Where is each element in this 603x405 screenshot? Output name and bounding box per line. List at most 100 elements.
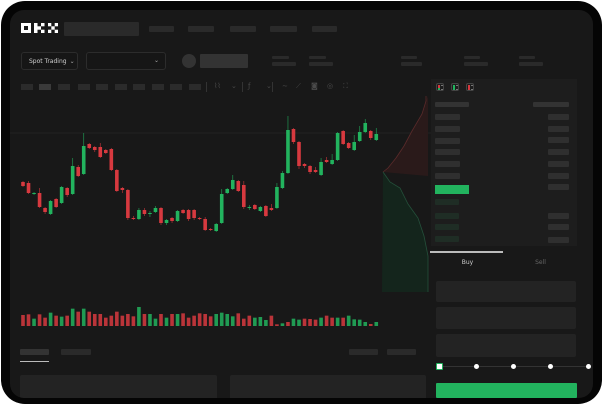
orderbook-both-icon[interactable] [436,83,444,91]
chart-type-icon[interactable]: ⌇⌇ [214,82,221,90]
order-amount [548,137,569,143]
settings-icon[interactable]: ◎ [327,82,334,90]
candle-up [175,211,180,221]
nav-item[interactable] [312,26,337,32]
active-tab-underline [20,361,49,362]
spot-trading-dropdown[interactable]: Spot Trading ⌄ [21,52,78,70]
candle-down [142,210,147,214]
ask-price[interactable] [435,126,460,132]
volume-bar [164,317,169,326]
interval-button[interactable] [170,84,182,90]
slider-stop[interactable] [548,364,554,369]
indicator-icon[interactable]: ƒ [248,82,251,90]
stat-value [272,62,296,66]
bid-price[interactable] [435,236,459,242]
trend-line-icon[interactable]: ∼ [282,82,288,90]
ask-price[interactable] [435,173,460,179]
price-input[interactable] [436,281,576,302]
pair-name [200,54,248,68]
volume-bar [363,322,368,326]
volume-bar [269,315,274,326]
tab-order-history[interactable] [61,349,91,355]
candle-down [54,199,58,207]
volume-bar [242,318,246,326]
bid-price[interactable] [435,213,459,219]
volume-bar [170,314,174,326]
candle-down [203,219,207,230]
total-input[interactable] [436,334,576,357]
interval-button[interactable] [58,84,70,90]
buy-button[interactable] [436,383,577,398]
pair-dropdown[interactable]: ⌄ [86,52,166,70]
candle-down [181,210,185,213]
bid-price[interactable] [435,199,459,205]
interval-button[interactable] [152,84,164,90]
tab-open-orders[interactable] [20,349,49,355]
candle-down [291,129,296,142]
tab-sell[interactable]: Sell [535,259,546,266]
candle-up [258,207,263,211]
order-amount [548,184,569,190]
camera-icon[interactable]: ◙ [311,82,318,90]
volume-bar [148,314,152,326]
chevron-down-icon: ⌄ [69,57,75,65]
interval-button[interactable] [96,84,108,90]
stat-label [464,56,480,59]
fullscreen-icon[interactable]: ⛶ [343,82,348,90]
interval-button[interactable] [133,84,145,90]
candlestick-chart[interactable] [10,90,435,330]
nav-item[interactable] [230,26,256,32]
interval-button[interactable] [78,84,90,90]
slider-stop[interactable] [473,364,479,369]
slider-stop[interactable] [511,364,516,369]
orderbook-bids-icon[interactable] [451,83,459,91]
filter-button[interactable] [349,349,378,355]
interval-button[interactable] [115,84,127,90]
nav-item[interactable] [270,26,297,32]
interval-button[interactable] [189,84,201,90]
ask-price[interactable] [435,149,460,155]
orderbook-asks-icon[interactable] [466,83,474,91]
volume-bar [137,307,141,326]
ask-price[interactable] [435,114,460,120]
candle-down [104,150,108,153]
ask-price[interactable] [435,161,460,167]
trading-screen: Spot Trading ⌄ ⌄ Buy Sell ⌇⌇ ⌄ ƒ ⌄ ∼ ⟋ ◙ ◎ ⛶ [10,10,593,398]
tab-buy[interactable]: Buy [461,259,474,266]
candle-up [374,134,379,140]
search-bar[interactable] [64,22,139,36]
okx-logo[interactable] [21,23,59,34]
amount-input[interactable] [436,307,576,329]
slider-stop[interactable] [585,364,591,369]
interval-button[interactable] [39,84,51,90]
orders-card [230,375,426,398]
candle-down [98,147,103,157]
depth-asks-area [383,96,428,176]
interval-button[interactable] [21,84,33,90]
candle-down [324,160,329,162]
toolbar-divider [206,82,207,92]
candle-up [214,224,218,231]
depth-bids-line [382,171,429,292]
volume-bar [59,316,64,326]
candle-up [164,220,169,223]
chevron-down-icon[interactable]: ⌄ [266,82,272,90]
volume-bar [225,314,230,326]
candle-down [115,170,119,191]
depth-bids-area [382,172,428,292]
slider-handle[interactable] [436,363,443,370]
candle-down [26,183,31,193]
candle-down [43,208,47,212]
order-amount [548,213,569,219]
filter-button[interactable] [387,349,416,355]
candle-down [253,205,257,209]
nav-item[interactable] [149,26,174,32]
ask-price[interactable] [435,138,460,144]
volume-bar [142,314,147,326]
nav-item[interactable] [188,26,214,32]
chevron-down-icon[interactable]: ⌄ [231,82,237,90]
volume-bar [236,313,241,326]
ruler-icon[interactable]: ⟋ [296,82,301,90]
candle-up [335,133,340,160]
bid-price[interactable] [435,224,459,230]
